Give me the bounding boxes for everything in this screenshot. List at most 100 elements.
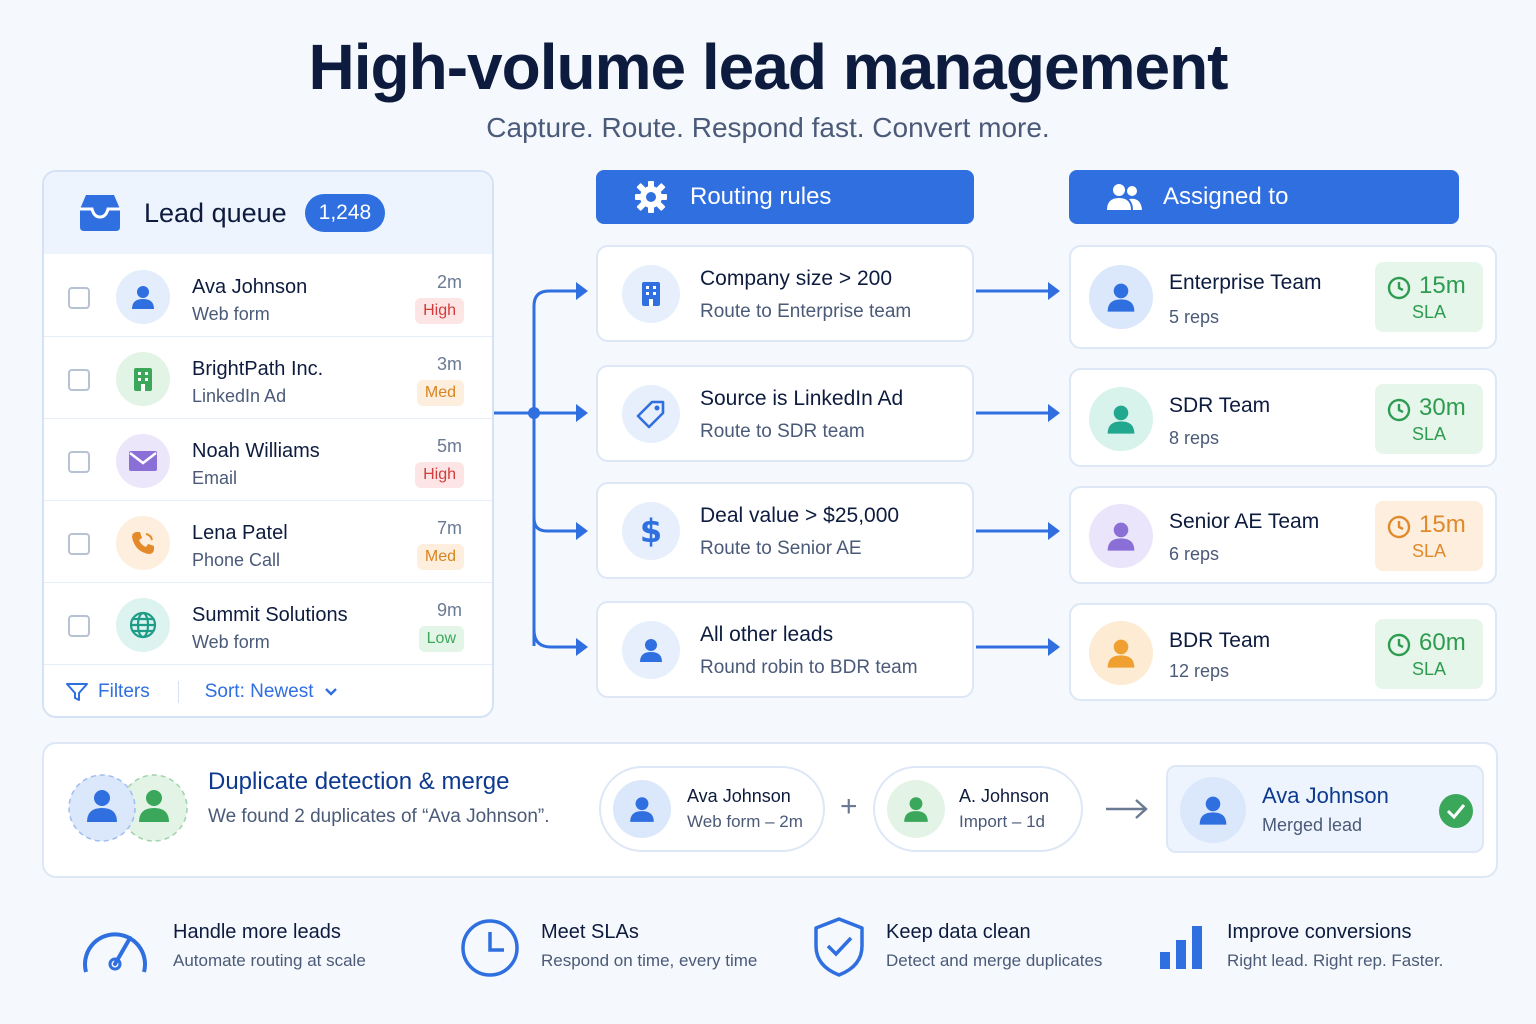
lead-time: 7m (436, 518, 462, 538)
team-name: BDR Team (1169, 629, 1271, 652)
lead-queue-panel: Lead queue 1,248 Ava Johnson Web form 2m… (42, 170, 494, 718)
lead-row[interactable]: BrightPath Inc. LinkedIn Ad 3m Med (44, 338, 492, 419)
clock-icon (1387, 398, 1411, 427)
feature-subtitle: Automate routing at scale (173, 951, 366, 970)
lead-time: 9m (436, 600, 462, 620)
feature-title: Meet SLAs (541, 921, 639, 943)
feature-subtitle: Respond on time, every time (541, 951, 758, 970)
sla-label: SLA (1411, 302, 1447, 322)
feature-subtitle: Detect and merge duplicates (886, 951, 1103, 970)
sla-badge: 15m SLA (1375, 501, 1483, 571)
feature-title: Improve conversions (1227, 921, 1412, 943)
clock-icon (1387, 633, 1411, 662)
priority-badge: High (415, 462, 464, 488)
rule-subtitle: Route to Senior AE (700, 538, 862, 559)
lead-row[interactable]: Ava Johnson Web form 2m High (44, 256, 492, 337)
duplicate-title: Duplicate detection & merge (208, 768, 510, 795)
lead-source: Web form (192, 304, 270, 324)
clock-icon (1387, 276, 1411, 305)
sla-badge: 30m SLA (1375, 384, 1483, 454)
rule-card[interactable]: $ Deal value > $25,000 Route to Senior A… (596, 482, 974, 579)
chevron-down-icon[interactable] (324, 687, 338, 697)
record-name: A. Johnson (959, 786, 1050, 806)
duplicate-people-icon (66, 770, 190, 861)
person-icon (1180, 777, 1246, 843)
lead-checkbox[interactable] (68, 287, 90, 309)
shield-check-icon (812, 916, 866, 983)
lead-count-badge: 1,248 (304, 194, 386, 232)
rule-title: All other leads (700, 623, 834, 646)
lead-source: Phone Call (192, 550, 281, 570)
lead-checkbox[interactable] (68, 369, 90, 391)
sort-dropdown[interactable]: Sort: Newest (204, 680, 314, 702)
routing-rules-title: Routing rules (690, 183, 832, 210)
filters-button[interactable]: Filters (98, 680, 150, 702)
lead-time: 5m (436, 436, 462, 456)
assignment-arrows (976, 282, 1060, 656)
merged-name: Ava Johnson (1262, 783, 1389, 808)
page-subtitle: Capture. Route. Respond fast. Convert mo… (486, 112, 1050, 143)
lead-queue-footer: Filters Sort: Newest (44, 664, 492, 716)
team-name: SDR Team (1169, 394, 1271, 417)
rule-subtitle: Route to SDR team (700, 421, 865, 442)
lead-row[interactable]: Summit Solutions Web form 9m Low (44, 584, 492, 665)
merged-lead-card[interactable]: Ava Johnson Merged lead (1166, 765, 1484, 853)
person-icon (1089, 621, 1153, 685)
rule-subtitle: Route to Enterprise team (700, 301, 912, 322)
filter-icon[interactable] (66, 682, 88, 702)
sla-label: SLA (1411, 659, 1447, 679)
duplicate-record[interactable]: Ava Johnson Web form – 2m (599, 766, 825, 852)
divider (177, 680, 179, 703)
sla-label: SLA (1411, 424, 1447, 444)
clock-icon (460, 918, 520, 983)
rule-title: Deal value > $25,000 (700, 504, 900, 527)
record-meta: Import – 1d (959, 812, 1045, 831)
priority-badge: Med (416, 544, 464, 570)
team-card[interactable]: Enterprise Team 5 reps 15m SLA (1069, 245, 1497, 349)
sla-label: SLA (1411, 541, 1447, 561)
rule-card[interactable]: Company size > 200 Route to Enterprise t… (596, 245, 974, 342)
lead-source: Email (192, 468, 238, 488)
lead-source: LinkedIn Ad (192, 386, 287, 406)
lead-row[interactable]: Noah Williams Email 5m High (44, 420, 492, 501)
sla-badge: 15m SLA (1375, 262, 1483, 332)
dollar-icon: $ (622, 502, 680, 560)
gear-icon (634, 180, 668, 214)
assigned-to-title: Assigned to (1163, 183, 1289, 210)
team-card[interactable]: BDR Team 12 reps 60m SLA (1069, 603, 1497, 701)
team-reps: 5 reps (1169, 307, 1220, 327)
lead-name: BrightPath Inc. (192, 358, 324, 380)
bar-chart-icon (1158, 922, 1206, 975)
person-icon (622, 621, 680, 679)
clock-icon (1387, 515, 1411, 544)
sla-time: 30m (1419, 394, 1466, 421)
lead-queue-title: Lead queue (144, 197, 287, 228)
lead-row[interactable]: Lena Patel Phone Call 7m Med (44, 502, 492, 583)
feature-subtitle: Right lead. Right rep. Faster. (1227, 951, 1444, 970)
building-icon (622, 265, 680, 323)
team-reps: 12 reps (1169, 661, 1230, 681)
lead-source: Web form (192, 632, 270, 652)
sla-time: 15m (1419, 511, 1466, 538)
sla-time: 15m (1419, 272, 1466, 299)
rule-title: Company size > 200 (700, 267, 893, 290)
person-icon (1089, 387, 1153, 451)
gauge-icon (78, 918, 152, 983)
rule-card[interactable]: All other leads Round robin to BDR team (596, 601, 974, 698)
team-card[interactable]: SDR Team 8 reps 30m SLA (1069, 368, 1497, 467)
phone-icon (116, 516, 170, 570)
team-reps: 6 reps (1169, 544, 1220, 564)
priority-badge: High (415, 298, 464, 324)
lead-time: 2m (436, 272, 462, 292)
team-card[interactable]: Senior AE Team 6 reps 15m SLA (1069, 486, 1497, 584)
priority-badge: Med (416, 380, 464, 406)
lead-checkbox[interactable] (68, 451, 90, 473)
lead-checkbox[interactable] (68, 533, 90, 555)
tag-icon (622, 385, 680, 443)
duplicate-record[interactable]: A. Johnson Import – 1d (873, 766, 1083, 852)
person-icon (1089, 265, 1153, 329)
lead-checkbox[interactable] (68, 615, 90, 637)
assigned-to-header: Assigned to (1069, 170, 1459, 224)
rule-card[interactable]: Source is LinkedIn Ad Route to SDR team (596, 365, 974, 462)
building-icon (116, 352, 170, 406)
